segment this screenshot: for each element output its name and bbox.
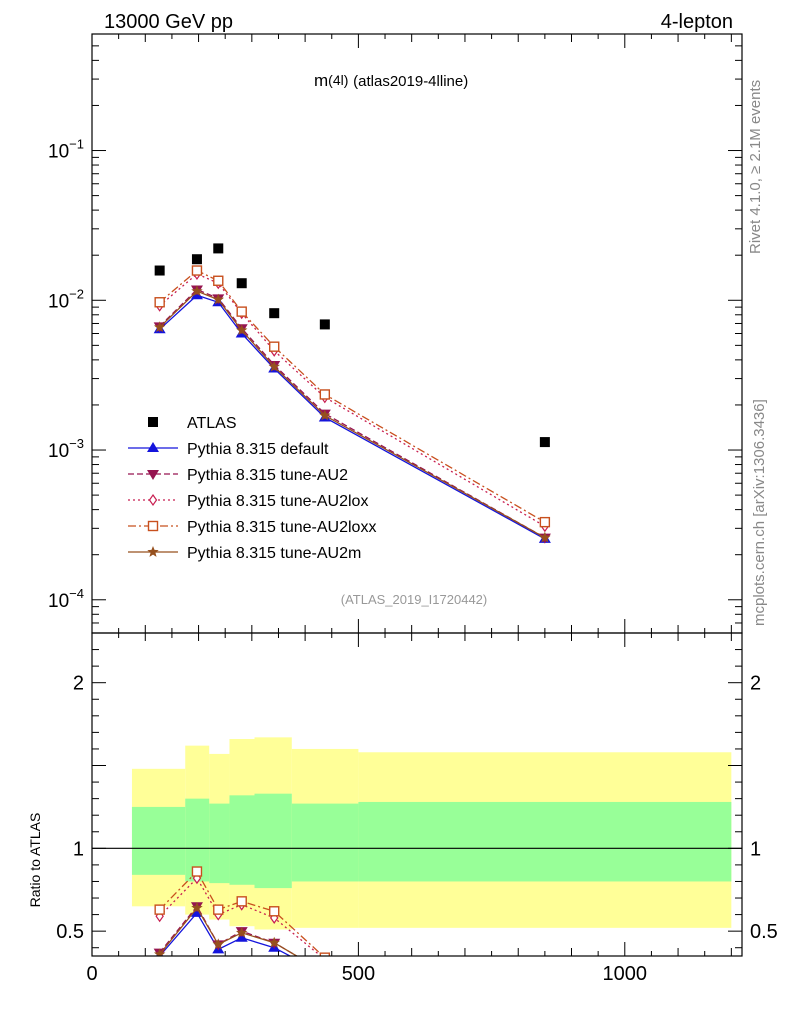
ratio-point-s2-5 [319, 969, 331, 979]
legend-label-5: Pythia 8.315 tune-AU2m [187, 545, 361, 562]
ratio-point-s5-4 [268, 936, 280, 948]
legend-marker-2 [147, 470, 159, 480]
process-label: 4-lepton [661, 11, 733, 33]
legend-marker-1 [147, 442, 159, 452]
axes-frames: 10−4 10−3 10−2 10−1 0 500 1000 0.5 0.5 1 1 2 2 [48, 33, 778, 985]
main-point-s0-4 [269, 308, 280, 319]
ratio-point-s5-5 [319, 967, 330, 978]
main-point-s5-6 [539, 531, 551, 543]
x-tick-label: 500 [342, 963, 375, 985]
plot-title: m(4l) (atlas2019-4lline) [314, 71, 468, 90]
ratio-panel-frame [91, 632, 743, 957]
inner-band-bin-5 [291, 803, 359, 882]
ratio-uncertainty-bands [92, 737, 742, 930]
main-point-s0-2 [213, 243, 224, 254]
main-point-s0-0 [154, 265, 165, 276]
main-point-s4-2 [213, 275, 224, 286]
energy-label: 13000 GeV pp [104, 11, 233, 33]
main-point-s5-1 [191, 285, 203, 297]
ratio-y-tick-label: 2 [73, 673, 84, 695]
ratio-y-tick-label: 0.5 [56, 921, 84, 943]
main-point-s4-4 [269, 341, 280, 352]
inner-band-bin-2 [209, 803, 230, 884]
ratio-y-axis-label: Ratio to ATLAS [27, 813, 43, 908]
ratio-point-s4-6 [540, 961, 549, 970]
legend-label-4: Pythia 8.315 tune-AU2loxx [187, 519, 376, 536]
legend-marker-0 [148, 417, 158, 427]
legend-marker-3 [148, 493, 158, 507]
ratio-point-s4-2 [213, 904, 224, 915]
x-tick-label: 0 [86, 963, 97, 985]
ratio-series-lines [153, 866, 551, 982]
main-point-s4-1 [191, 265, 203, 276]
main-y-tick-label: 10−1 [48, 137, 84, 163]
main-point-s5-4 [268, 360, 280, 372]
main-line-4 [159, 269, 546, 523]
legend-marker-4 [147, 520, 159, 532]
main-point-s5-3 [236, 324, 248, 336]
ratio-y-tick-label-right: 2 [750, 673, 761, 695]
ratio-point-s4-5 [319, 952, 331, 956]
inner-band-bin-4 [254, 793, 292, 889]
mcplots-reference-label: mcplots.cern.ch [arXiv:1306.3436] [751, 399, 768, 626]
ratio-point-s4-0 [154, 904, 165, 915]
main-series-lines [153, 243, 551, 544]
ratio-point-s2-6 [539, 972, 551, 982]
rivet-version-label: Rivet 4.1.0, ≥ 2.1M events [747, 80, 764, 254]
legend-marker-5 [147, 546, 159, 557]
inner-band-bin-3 [229, 795, 255, 885]
ratio-point-s5-6 [539, 970, 550, 981]
ratio-point-s1-5 [319, 968, 331, 978]
main-y-tick-label: 10−2 [48, 286, 84, 312]
main-point-s0-1 [191, 254, 202, 265]
ratio-y-tick-label-right: 0.5 [750, 921, 778, 943]
main-y-tick-label: 10−3 [48, 436, 84, 462]
main-point-s5-5 [319, 409, 331, 421]
main-point-s0-5 [319, 319, 330, 330]
main-panel-frame [91, 33, 743, 634]
legend-label-0: ATLAS [187, 415, 237, 432]
ratio-y-tick-label-right: 1 [750, 838, 761, 860]
inner-band-bin-6 [358, 801, 732, 882]
inner-band-bin-0 [131, 806, 186, 875]
legend-label-1: Pythia 8.315 default [187, 441, 329, 458]
main-point-s5-0 [153, 321, 166, 333]
ratio-point-s5-2 [212, 938, 224, 950]
inner-band-bin-1 [185, 798, 210, 882]
ratio-y-tick-label: 1 [73, 838, 84, 860]
ratio-point-s5-1 [191, 901, 203, 913]
ratio-point-s4-3 [236, 896, 247, 907]
main-point-s4-0 [154, 297, 165, 308]
main-point-s4-6 [539, 516, 551, 528]
legend: ATLAS Pythia 8.315 default Pythia 8.315 tu… [128, 415, 376, 562]
x-tick-label: 1000 [603, 963, 648, 985]
ratio-point-s3-6 [541, 963, 548, 973]
legend-label-2: Pythia 8.315 tune-AU2 [187, 467, 348, 484]
analysis-watermark: (ATLAS_2019_I1720442) [341, 592, 487, 607]
main-y-tick-label: 10−4 [48, 586, 84, 612]
ratio-point-s5-0 [153, 948, 166, 956]
main-point-s0-3 [236, 278, 247, 289]
main-point-s0-6 [539, 437, 550, 448]
ratio-point-s1-6 [539, 971, 551, 981]
main-point-s4-5 [319, 389, 331, 400]
legend-label-3: Pythia 8.315 tune-AU2lox [187, 493, 368, 510]
ratio-point-s4-4 [269, 906, 280, 917]
ratio-point-s4-1 [191, 866, 203, 877]
main-point-s4-3 [236, 306, 247, 317]
ratio-point-s5-3 [236, 926, 248, 938]
main-point-s5-2 [212, 293, 224, 305]
